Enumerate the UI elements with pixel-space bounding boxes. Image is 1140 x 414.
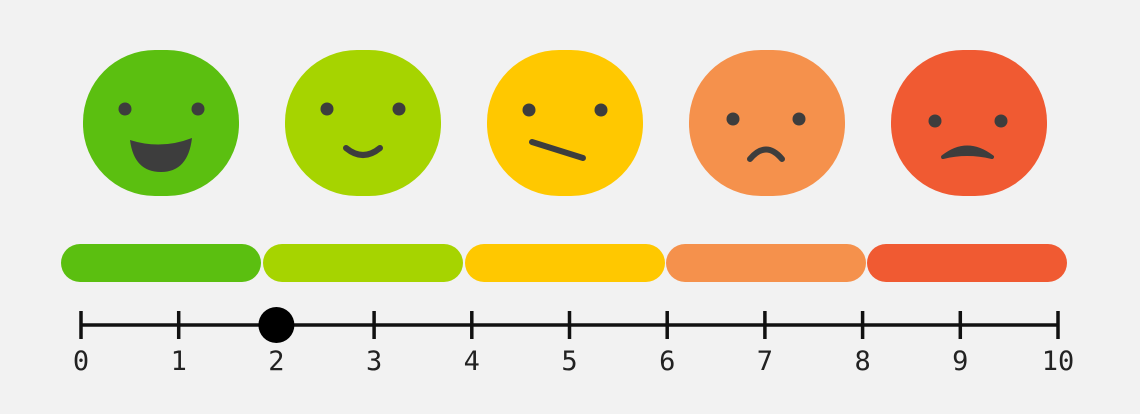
eye — [392, 102, 406, 116]
mouth — [130, 138, 192, 172]
face-neutral — [487, 50, 643, 196]
tick-label: 3 — [366, 346, 382, 377]
face-very-happy — [83, 50, 239, 196]
tick-label: 2 — [268, 346, 284, 377]
marker — [258, 307, 295, 343]
eye — [522, 103, 536, 117]
face-very-sad — [891, 50, 1047, 196]
tick-label: 6 — [659, 346, 675, 377]
mouth — [529, 139, 586, 161]
eye — [726, 112, 740, 126]
band — [867, 244, 1067, 282]
eye — [594, 103, 608, 117]
band — [666, 244, 866, 282]
eye — [994, 114, 1008, 128]
tick-label: 5 — [561, 346, 577, 377]
eye — [191, 102, 205, 116]
band — [61, 244, 261, 282]
mouth — [343, 145, 383, 158]
mouth — [941, 145, 994, 159]
eye — [118, 102, 132, 116]
eye — [792, 112, 806, 126]
face — [83, 50, 239, 196]
face — [891, 50, 1047, 196]
face — [487, 50, 643, 196]
eye — [320, 102, 334, 116]
tick-label: 7 — [757, 346, 773, 377]
face-sad — [689, 50, 845, 196]
band — [465, 244, 665, 282]
mouth — [747, 146, 785, 162]
band — [263, 244, 463, 282]
eye — [928, 114, 942, 128]
tick-label: 10 — [1042, 346, 1075, 377]
face — [285, 50, 441, 196]
tick-label: 4 — [464, 346, 480, 377]
face — [689, 50, 845, 196]
tick-label: 0 — [73, 346, 89, 377]
tick-label: 1 — [171, 346, 187, 377]
tick-label: 8 — [854, 346, 870, 377]
tick-label: 9 — [952, 346, 968, 377]
face-happy — [285, 50, 441, 196]
